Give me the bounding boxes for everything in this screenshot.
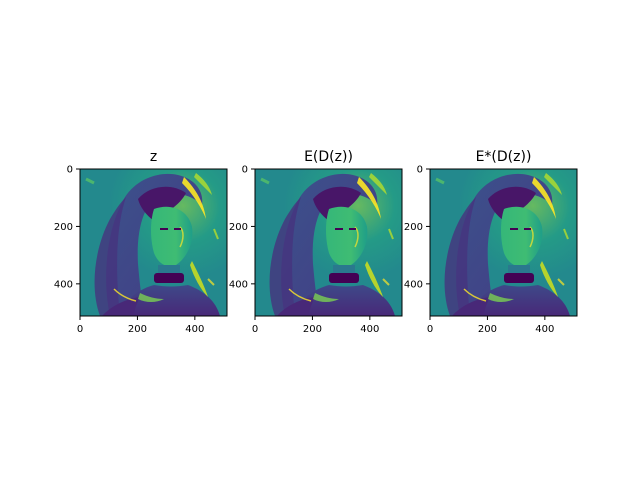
axes-frame [79, 168, 228, 317]
subplot-title: E(D(z)) [304, 149, 353, 165]
x-tick-label: 400 [535, 324, 554, 335]
x-tick-label: 0 [77, 324, 83, 335]
y-tick-label: 0 [242, 165, 248, 176]
x-tick-label: 200 [303, 324, 322, 335]
heatmap-image [428, 167, 579, 318]
subplot-e-d-z: E(D(z)) 0 200 400 0 200 400 [229, 149, 404, 335]
x-tick-label: 0 [427, 324, 433, 335]
heatmap-image [253, 167, 404, 318]
x-tick-label: 0 [252, 324, 258, 335]
y-axis: 0 200 400 [229, 165, 255, 290]
y-axis: 0 200 400 [54, 165, 80, 290]
subplot-title: z [150, 149, 157, 165]
y-tick-label: 200 [229, 222, 248, 233]
subplot-z: z 0 200 400 0 200 400 [54, 149, 229, 335]
x-tick-label: 400 [185, 324, 204, 335]
x-tick-label: 400 [360, 324, 379, 335]
y-tick-label: 0 [67, 165, 73, 176]
x-axis: 0 200 400 [252, 316, 379, 335]
y-tick-label: 200 [404, 222, 423, 233]
axes-frame [429, 168, 578, 317]
y-tick-label: 200 [54, 222, 73, 233]
x-axis: 0 200 400 [77, 316, 204, 335]
y-axis: 0 200 400 [404, 165, 430, 290]
y-tick-label: 400 [54, 279, 73, 290]
x-tick-label: 200 [478, 324, 497, 335]
y-tick-label: 0 [417, 165, 423, 176]
subplot-e-star-d-z: E*(D(z)) 0 200 400 0 200 400 [404, 149, 579, 335]
y-tick-label: 400 [404, 279, 423, 290]
x-axis: 0 200 400 [427, 316, 554, 335]
axes-frame [254, 168, 403, 317]
heatmap-image [78, 167, 229, 318]
y-tick-label: 400 [229, 279, 248, 290]
subplot-title: E*(D(z)) [476, 149, 532, 165]
x-tick-label: 200 [128, 324, 147, 335]
